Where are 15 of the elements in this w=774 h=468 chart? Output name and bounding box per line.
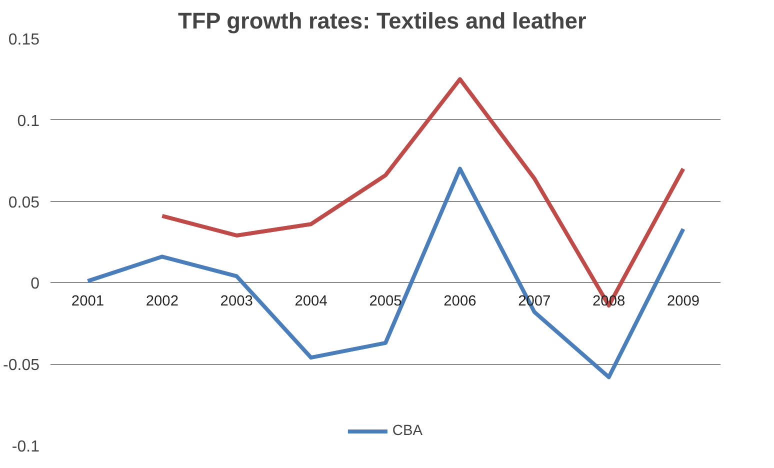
chart-title: TFP growth rates: Textiles and leather	[178, 8, 586, 34]
x-tick-label: 2003	[220, 294, 253, 310]
y-tick-label: -0.1	[12, 438, 40, 456]
y-tick-label: 0.05	[8, 194, 40, 212]
x-tick-label: 2001	[71, 294, 104, 310]
x-tick-label: 2005	[369, 294, 402, 310]
y-tick-label: 0.1	[17, 112, 40, 130]
x-tick-label: 2004	[294, 294, 328, 310]
y-tick-label: 0	[30, 276, 40, 293]
x-tick-label: 2002	[146, 294, 178, 310]
legend-label: CBA	[392, 423, 423, 439]
x-tick-label: 2009	[666, 294, 700, 310]
y-tick-label: -0.05	[3, 357, 40, 374]
y-tick-label: 0.15	[8, 32, 40, 48]
x-tick-label: 2006	[444, 294, 476, 310]
